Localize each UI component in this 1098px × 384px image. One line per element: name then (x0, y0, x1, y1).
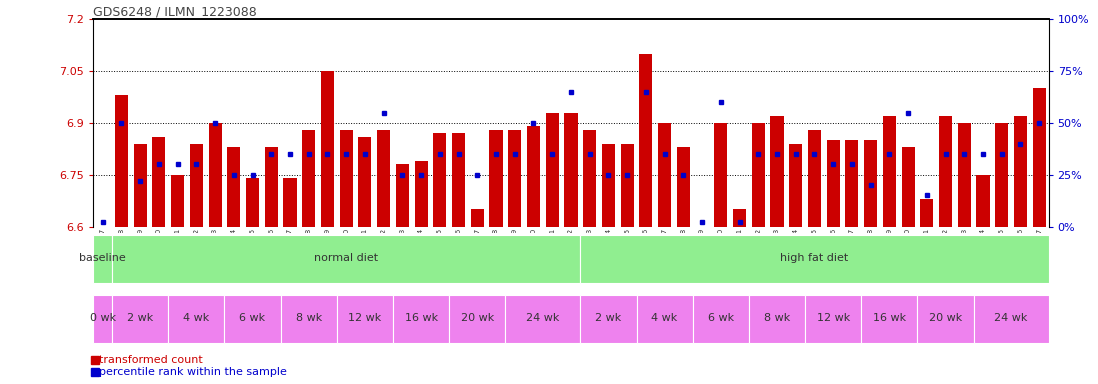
Bar (471, 209, 484, 227)
Text: 24 wk: 24 wk (526, 313, 560, 323)
Bar (358, 137, 371, 227)
Bar (134, 144, 147, 227)
Bar (168, 295, 224, 343)
Bar (546, 113, 559, 227)
Bar (639, 54, 652, 227)
Text: transformed count: transformed count (99, 355, 203, 365)
Bar (602, 144, 615, 227)
Bar (246, 178, 259, 227)
Bar (995, 123, 1008, 227)
Text: 20 wk: 20 wk (461, 313, 494, 323)
Bar (581, 235, 1049, 283)
Bar (153, 137, 166, 227)
Text: 12 wk: 12 wk (817, 313, 850, 323)
Text: 4 wk: 4 wk (183, 313, 210, 323)
Bar (864, 140, 877, 227)
Bar (434, 133, 447, 227)
Bar (1013, 116, 1027, 227)
Text: 2 wk: 2 wk (595, 313, 621, 323)
Bar (789, 144, 803, 227)
Text: 8 wk: 8 wk (295, 313, 322, 323)
Bar (827, 140, 840, 227)
Bar (918, 295, 974, 343)
Bar (581, 295, 637, 343)
Bar (658, 123, 671, 227)
Bar (190, 144, 203, 227)
Bar (395, 164, 408, 227)
Bar (321, 71, 334, 227)
Bar (93, 235, 112, 283)
Bar (752, 123, 765, 227)
Bar (112, 295, 168, 343)
Bar (302, 130, 315, 227)
Text: 12 wk: 12 wk (348, 313, 381, 323)
Bar (901, 147, 915, 227)
Bar (337, 295, 393, 343)
Text: 20 wk: 20 wk (929, 313, 962, 323)
Bar (974, 295, 1049, 343)
Bar (227, 147, 240, 227)
Bar (714, 123, 727, 227)
Bar (920, 199, 933, 227)
Bar (676, 147, 690, 227)
Bar (339, 130, 352, 227)
Bar (171, 175, 184, 227)
Bar (583, 130, 596, 227)
Bar (527, 126, 540, 227)
Bar (209, 123, 222, 227)
Bar (449, 295, 505, 343)
Text: percentile rank within the sample: percentile rank within the sample (99, 367, 287, 377)
Bar (393, 295, 449, 343)
Bar (490, 130, 503, 227)
Bar (508, 130, 522, 227)
Bar (883, 116, 896, 227)
Bar (281, 295, 337, 343)
Text: 8 wk: 8 wk (764, 313, 791, 323)
Bar (415, 161, 427, 227)
Bar (115, 95, 128, 227)
Bar (505, 295, 581, 343)
Bar (265, 147, 278, 227)
Bar (749, 295, 805, 343)
Text: 16 wk: 16 wk (404, 313, 438, 323)
Bar (637, 295, 693, 343)
Bar (564, 113, 578, 227)
Bar (957, 123, 971, 227)
Bar (771, 116, 784, 227)
Bar (224, 295, 281, 343)
Bar (452, 133, 466, 227)
Text: baseline: baseline (79, 253, 126, 263)
Bar (976, 175, 989, 227)
Text: 6 wk: 6 wk (239, 313, 266, 323)
Bar (733, 209, 747, 227)
Bar (1032, 88, 1045, 227)
Text: high fat diet: high fat diet (781, 253, 849, 263)
Text: 0 wk: 0 wk (90, 313, 115, 323)
Text: 6 wk: 6 wk (708, 313, 733, 323)
Bar (808, 130, 821, 227)
Text: 4 wk: 4 wk (651, 313, 677, 323)
Bar (112, 235, 581, 283)
Bar (861, 295, 918, 343)
Text: 2 wk: 2 wk (127, 313, 154, 323)
Bar (939, 116, 952, 227)
Bar (693, 295, 749, 343)
Bar (845, 140, 859, 227)
Text: GDS6248 / ILMN_1223088: GDS6248 / ILMN_1223088 (93, 5, 257, 18)
Bar (283, 178, 296, 227)
Text: 16 wk: 16 wk (873, 313, 906, 323)
Bar (620, 144, 634, 227)
Text: 24 wk: 24 wk (995, 313, 1028, 323)
Text: normal diet: normal diet (314, 253, 378, 263)
Bar (377, 130, 390, 227)
Bar (93, 295, 112, 343)
Bar (805, 295, 861, 343)
